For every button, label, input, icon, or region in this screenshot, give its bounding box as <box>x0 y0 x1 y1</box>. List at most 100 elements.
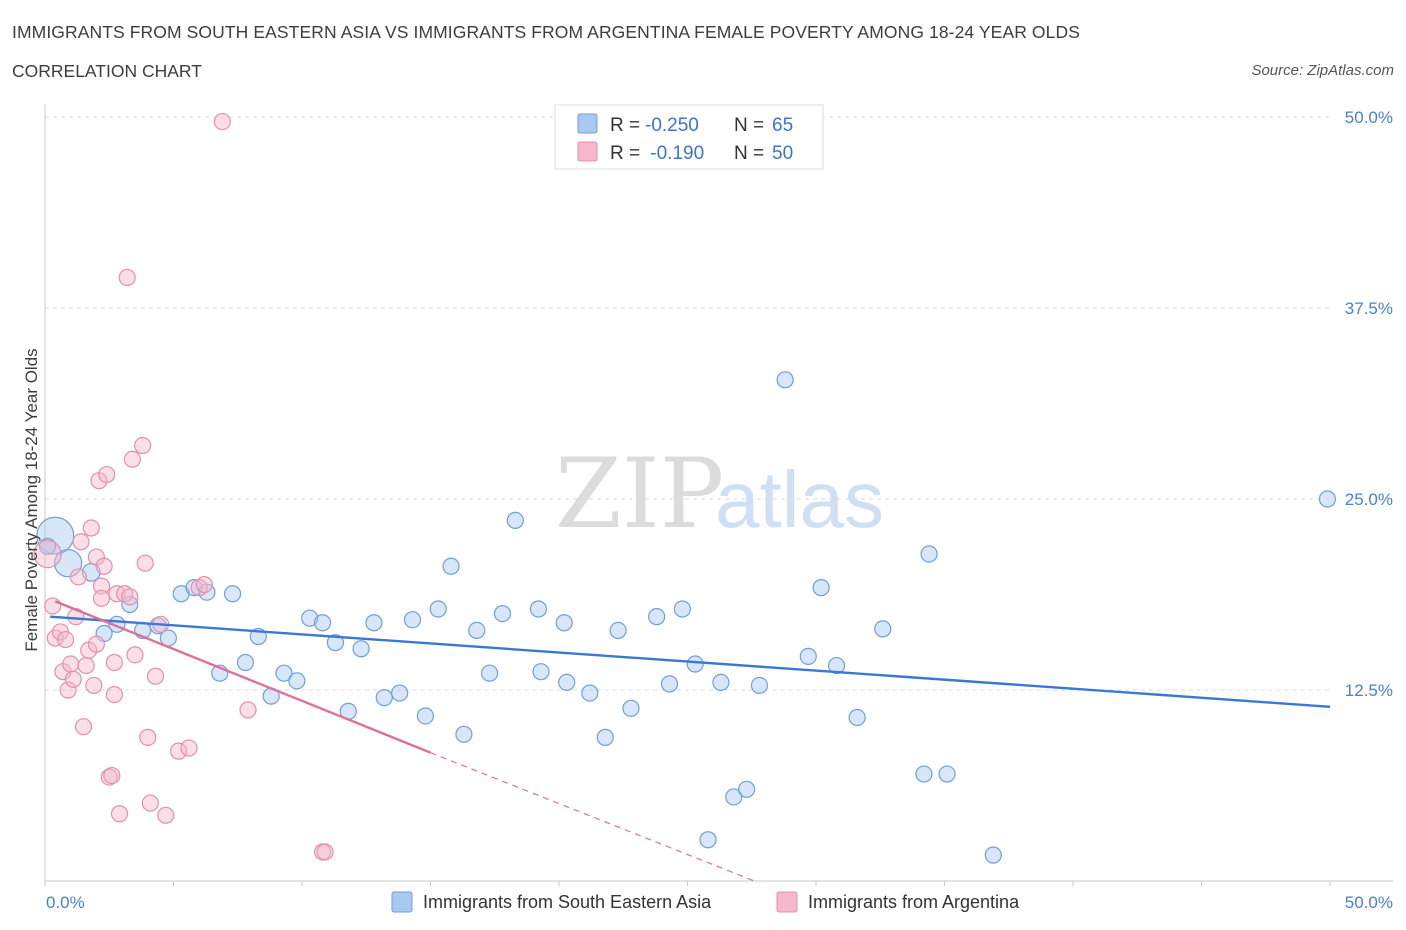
sea-point <box>622 699 640 717</box>
sea-point <box>938 765 956 783</box>
argentina-point <box>157 806 175 824</box>
argentina-point <box>213 112 231 131</box>
watermark-zip: ZIP <box>555 438 724 550</box>
argentina-point <box>118 268 136 287</box>
sea-point <box>236 653 255 672</box>
series-legend-label: Immigrants from Argentina <box>808 892 1020 912</box>
argentina-point <box>74 718 93 736</box>
sea-point <box>799 647 817 665</box>
sea-point <box>38 537 57 555</box>
series-legend: Immigrants from South Eastern Asia Immig… <box>391 891 1020 913</box>
data-points <box>33 112 1337 864</box>
sea-point <box>581 684 599 702</box>
sea-point <box>403 611 422 629</box>
source-label: Source: ZipAtlas.com <box>1251 62 1394 79</box>
sea-point <box>776 371 794 389</box>
sea-point <box>660 675 679 693</box>
sea-point <box>529 600 548 618</box>
legend-n-value: 65 <box>772 115 793 136</box>
tick-labels: 12.5% 25.0% 37.5% 50.0% 0.0% 50.0% <box>46 108 1393 912</box>
y-tick-label: 50.0% <box>1345 108 1393 127</box>
sea-point <box>558 673 576 691</box>
sea-point <box>699 831 717 849</box>
series-legend-swatch-blue <box>391 891 413 913</box>
argentina-point <box>56 630 75 649</box>
x-tick-label: 50.0% <box>1345 893 1393 912</box>
sea-point <box>596 728 614 746</box>
sea-point <box>391 684 409 702</box>
argentina-point <box>146 667 165 685</box>
sea-point <box>416 707 434 725</box>
legend-swatch-blue <box>577 113 598 134</box>
sea-point <box>984 846 1002 864</box>
y-tick-label: 37.5% <box>1345 299 1393 318</box>
argentina-trend-extension <box>430 752 755 882</box>
argentina-point <box>85 676 103 695</box>
argentina-point <box>195 575 213 594</box>
sea-point <box>36 516 75 555</box>
legend-box <box>554 104 824 170</box>
legend-r-label: R = <box>610 115 640 136</box>
argentina-point <box>87 635 106 653</box>
sea-point <box>442 557 460 575</box>
sea-point <box>506 511 524 529</box>
argentina-point <box>121 588 139 606</box>
sea-trend-line <box>50 615 1331 709</box>
sea-point <box>468 621 486 640</box>
sea-point <box>352 640 370 658</box>
argentina-point <box>126 646 144 664</box>
legend-n-label: N = <box>734 115 764 136</box>
legend-r-value: -0.190 <box>645 143 704 164</box>
x-tick-label: 0.0% <box>46 893 85 912</box>
sea-point <box>288 672 306 690</box>
sea-point <box>673 600 691 618</box>
sea-point <box>301 609 319 627</box>
sea-point <box>827 656 846 675</box>
argentina-point <box>190 579 208 597</box>
sea-point <box>725 788 743 806</box>
argentina-point <box>134 436 152 455</box>
argentina-point <box>105 685 123 704</box>
sea-point <box>686 655 704 673</box>
sea-point <box>1318 490 1337 508</box>
sea-point <box>455 725 473 743</box>
argentina-point <box>98 465 116 484</box>
correlation-legend: R = -0.250 N = 65 R = -0.190 N = 50 <box>554 104 824 170</box>
argentina-point <box>123 450 141 468</box>
legend-r-value: -0.250 <box>645 115 699 136</box>
argentina-point <box>62 655 80 673</box>
sea-point <box>915 765 933 783</box>
sea-point <box>275 664 293 682</box>
argentina-point <box>139 728 157 746</box>
legend-n-label: N = <box>734 143 764 164</box>
argentina-point <box>141 794 159 812</box>
argentina-point <box>95 557 113 575</box>
argentina-point <box>136 554 154 572</box>
watermark-atlas: atlas <box>715 455 884 544</box>
argentina-point <box>316 843 334 861</box>
argentina-point <box>64 670 82 688</box>
legend-swatch-pink <box>577 141 598 162</box>
sea-point <box>365 614 383 632</box>
argentina-point <box>44 597 62 615</box>
argentina-point <box>92 589 111 607</box>
sea-point <box>609 621 627 640</box>
sea-point <box>185 579 203 597</box>
chart-subtitle: CORRELATION CHART <box>12 61 202 81</box>
series-legend-label: Immigrants from South Eastern Asia <box>423 892 712 912</box>
sea-point <box>224 585 242 603</box>
argentina-point <box>59 681 77 699</box>
sea-point <box>738 780 756 798</box>
sea-point <box>712 673 730 691</box>
sea-point <box>532 663 550 681</box>
watermark: ZIP atlas <box>555 438 884 550</box>
argentina-point <box>82 519 100 537</box>
argentina-point <box>69 568 88 586</box>
sea-point <box>848 708 866 727</box>
sea-point <box>429 600 447 618</box>
argentina-point <box>72 533 90 551</box>
sea-point <box>874 620 892 638</box>
chart-title: IMMIGRANTS FROM SOUTH EASTERN ASIA VS IM… <box>12 22 1080 42</box>
legend-r-label: R = <box>610 143 640 164</box>
